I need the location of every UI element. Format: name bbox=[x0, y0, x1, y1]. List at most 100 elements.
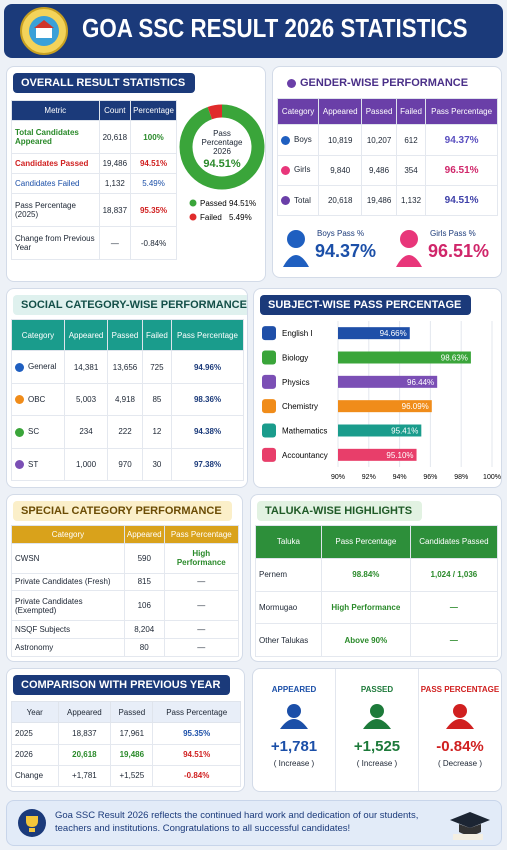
cell-text: 96.51% bbox=[444, 164, 479, 176]
cell-text: 20,618 bbox=[72, 750, 97, 760]
section-title: TALUKA-WISE HIGHLIGHTS bbox=[257, 501, 423, 521]
section-title: SUBJECT-WISE PASS PERCENTAGE bbox=[260, 295, 472, 315]
table-cell: 94.51% bbox=[425, 184, 498, 217]
table-cell: Boys bbox=[276, 124, 320, 156]
table-cell: Above 90% bbox=[320, 623, 411, 657]
bar bbox=[338, 400, 432, 413]
table-cell: +1,525 bbox=[110, 764, 154, 788]
cell-text: 10,207 bbox=[366, 135, 392, 145]
card-value: +1,525 bbox=[353, 738, 401, 755]
table-cell: 815 bbox=[123, 572, 165, 592]
column-header: Appeared bbox=[318, 97, 363, 126]
column-header: Candidates Passed bbox=[409, 525, 499, 559]
table-cell: 2025 bbox=[11, 722, 59, 745]
cell-text: 94.37% bbox=[444, 134, 479, 146]
table-cell: 725 bbox=[141, 350, 173, 384]
table-cell: 95.35% bbox=[130, 193, 177, 228]
card-icon bbox=[446, 704, 474, 729]
cell-text: 18,837 bbox=[72, 728, 97, 738]
taluka-panel: TALUKA-WISE HIGHLIGHTS Taluka Pass Percen… bbox=[250, 494, 502, 662]
table-cell: 8,204 bbox=[123, 620, 165, 639]
row-icon bbox=[281, 165, 290, 175]
x-tick-label: 94% bbox=[393, 474, 407, 481]
boy-icon bbox=[283, 230, 309, 267]
table-cell: — bbox=[163, 637, 240, 658]
cell-text: 354 bbox=[404, 165, 418, 175]
table-row: Private Candidates (Fresh) 815 — bbox=[11, 572, 240, 592]
cell-text: Total bbox=[294, 195, 311, 205]
table-row: Other Talukas Above 90% — bbox=[255, 623, 499, 657]
table-cell: Mormugao bbox=[255, 590, 322, 625]
donut-center: Pass Percentage 2026 94.51% bbox=[198, 129, 246, 170]
card-label: Girls Pass % bbox=[430, 229, 476, 238]
cell-text: SC bbox=[28, 427, 40, 437]
subject-icon bbox=[262, 399, 276, 414]
cell-text: 1,132 bbox=[401, 195, 422, 205]
column-header: Appeared bbox=[123, 525, 165, 544]
table-cell: 19,486 bbox=[98, 152, 132, 175]
table-cell: Other Talukas bbox=[255, 623, 322, 657]
cell-text: 10,819 bbox=[327, 135, 353, 145]
table-cell: 970 bbox=[107, 447, 143, 482]
card-value: 94.37% bbox=[315, 241, 377, 261]
table-cell: Private Candidates (Exempted) bbox=[11, 590, 125, 621]
table-cell: 106 bbox=[123, 590, 165, 621]
table-cell: Girls bbox=[276, 154, 320, 186]
table-row: ST 1,000 970 30 97.38% bbox=[11, 447, 244, 482]
change-cards: APPEARED +1,781 ( Increase ) PASSED +1,525 ( … bbox=[252, 668, 502, 792]
table-cell: — bbox=[163, 572, 240, 592]
cell-text: 85 bbox=[152, 395, 162, 405]
cell-text: 20,618 bbox=[102, 132, 128, 142]
table-cell: Candidates Passed bbox=[11, 152, 100, 175]
cell-text: Mormugao bbox=[259, 602, 298, 612]
legend-label: Failed bbox=[200, 213, 222, 222]
table-row: Pernem 98.84% 1,024 / 1,036 bbox=[255, 557, 499, 592]
table-row: CWSN 590 High Performance bbox=[11, 542, 240, 574]
cell-text: High Performance bbox=[331, 602, 401, 612]
cell-text: 94.51% bbox=[139, 159, 168, 168]
column-header: Taluka bbox=[255, 525, 322, 559]
card-value: 96.51% bbox=[428, 241, 490, 261]
value-label: 98.63% bbox=[441, 354, 468, 363]
table-cell: High Performance bbox=[163, 542, 240, 574]
cell-text: 5,003 bbox=[76, 395, 97, 405]
header-row: Taluka Pass Percentage Candidates Passed bbox=[255, 525, 499, 559]
value-label: 96.44% bbox=[407, 378, 434, 387]
cell-text: 30 bbox=[152, 459, 162, 469]
legend-value: 5.49% bbox=[229, 213, 252, 222]
subject-panel: SUBJECT-WISE PASS PERCENTAGE 90% 92% 94% 96… bbox=[253, 288, 502, 488]
card-icon bbox=[280, 704, 308, 729]
table-cell: 18,837 bbox=[98, 193, 132, 228]
column-header: Category bbox=[11, 525, 125, 544]
cell-text: 95.35% bbox=[139, 205, 168, 215]
table-cell: 94.38% bbox=[171, 415, 244, 449]
header-row: Category Appeared Passed Failed Pass Percent… bbox=[276, 97, 498, 126]
table-cell: 19,486 bbox=[110, 743, 154, 766]
special-table: Category Appeared Pass Percentage CWSN 590 Hi… bbox=[11, 525, 240, 658]
table-cell: Total bbox=[276, 184, 320, 217]
card-row: APPEARED +1,781 ( Increase ) PASSED +1,525 ( … bbox=[253, 669, 501, 791]
table-cell: ST bbox=[11, 447, 65, 482]
comparison-table: Year Appeared Passed Pass Percentage 2025 18,… bbox=[11, 700, 241, 788]
value-label: 96.09% bbox=[402, 402, 429, 411]
cell-text: 98.84% bbox=[352, 570, 380, 580]
table-cell: — bbox=[409, 590, 499, 625]
header-row: Metric Count Percentage bbox=[11, 99, 177, 122]
cell-text: 9,486 bbox=[369, 165, 390, 175]
cell-text: 98.36% bbox=[193, 395, 222, 405]
column-header: Passed bbox=[110, 700, 154, 724]
table-cell: 234 bbox=[63, 415, 109, 449]
special-panel: SPECIAL CATEGORY PERFORMANCE Category App… bbox=[6, 494, 243, 662]
table-cell: 94.51% bbox=[130, 152, 177, 175]
cell-text: 19,486 bbox=[366, 195, 392, 205]
overall-table: Metric Count Percentage Total Candidates Ap… bbox=[11, 99, 177, 260]
cell-text: High Performance bbox=[176, 549, 226, 568]
cell-text: 12 bbox=[152, 427, 162, 437]
cell-text: OBC bbox=[28, 394, 46, 404]
card-label: PASS PERCENTAGE bbox=[420, 685, 500, 694]
cell-text: 234 bbox=[79, 427, 93, 437]
cell-text: Change bbox=[15, 771, 44, 781]
section-title: SPECIAL CATEGORY PERFORMANCE bbox=[13, 501, 232, 521]
cell-text: Private Candidates (Exempted) bbox=[15, 596, 83, 615]
